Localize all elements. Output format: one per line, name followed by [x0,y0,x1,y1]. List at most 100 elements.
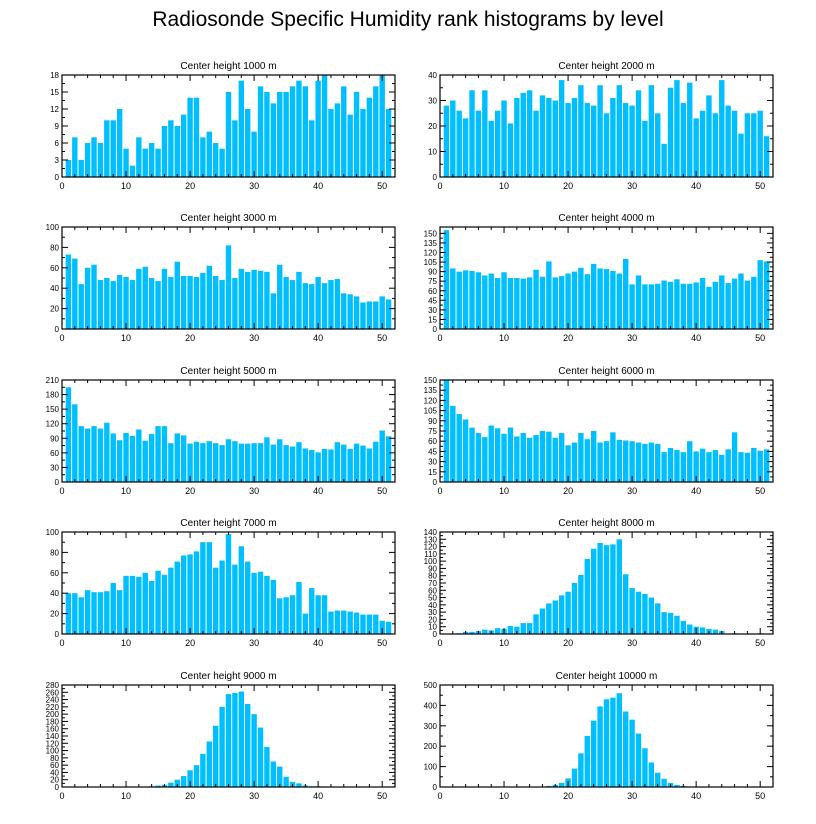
bar [610,697,616,787]
bar [123,432,129,482]
bar [180,776,187,787]
bar [347,611,353,634]
bar [623,103,629,177]
bar [91,264,97,329]
bar [526,90,533,177]
bar [72,593,78,634]
y-tick-label: 500 [424,681,438,690]
y-tick-label: 140 [424,528,438,537]
bar [526,623,533,634]
y-tick-label: 100 [46,223,60,232]
bar [353,92,360,177]
bar [270,293,277,329]
bar [264,437,270,482]
bar [578,753,584,787]
x-tick-label: 30 [627,791,637,801]
bar [494,278,501,329]
bar [129,280,136,329]
bar [565,445,571,482]
bar [584,558,590,634]
x-tick-label: 10 [499,486,509,496]
bar [270,579,277,634]
bar [571,768,578,787]
bar [680,283,687,329]
bar [699,448,706,482]
panel-title: Center height 8000 m [558,518,654,529]
y-tick-label: 80 [428,572,437,581]
bar [552,600,558,634]
bar [667,87,674,177]
bar [475,272,482,329]
bar [712,113,719,177]
bar [78,597,84,634]
bar [674,80,680,177]
bar [494,110,501,177]
bar [450,100,456,177]
bar [578,267,584,329]
bar [142,440,148,482]
bar [309,120,315,177]
y-tick-label: 260 [46,688,60,697]
bar [642,443,648,482]
bar [603,545,610,634]
x-tick-label: 10 [121,638,131,648]
bar [161,574,168,634]
y-tick-label: 280 [46,681,60,690]
bar [558,433,565,482]
bar [385,109,392,177]
bar [72,137,78,177]
y-tick-label: 20 [50,305,59,314]
y-tick-label: 100 [46,528,60,537]
y-tick-label: 80 [50,754,59,763]
bar [539,276,546,329]
bar [584,274,590,329]
bar [507,427,514,482]
bar [155,281,161,329]
bar [360,109,366,177]
bar [725,105,731,177]
panel-title: Center height 1000 m [180,61,276,72]
bar [155,785,161,787]
bar [142,572,148,634]
bar [635,442,642,482]
bar [328,109,334,177]
bar [232,564,238,634]
bar [104,278,110,329]
y-tick-label: 180 [46,391,60,400]
bar [719,80,725,177]
bar [533,614,539,634]
bar [565,273,571,329]
x-tick-label: 50 [755,791,765,801]
bar [78,160,84,177]
y-tick-label: 40 [428,71,437,80]
bar [731,110,738,177]
bar [315,80,321,177]
bar [629,719,635,787]
bar [558,80,565,177]
x-tick-label: 40 [691,486,701,496]
bar [462,118,469,177]
bar [148,433,155,482]
bar [571,271,578,330]
bar [232,120,238,177]
bar [264,92,270,177]
bar [200,753,206,787]
bar [514,97,520,177]
x-tick-label: 50 [377,333,387,343]
bar [366,448,373,482]
bar [623,574,629,634]
bar [206,741,212,787]
bar [321,448,328,482]
bar [578,433,584,482]
bar [462,419,469,482]
bar [289,86,296,177]
bar [187,770,193,787]
x-tick-label: 30 [249,181,259,191]
bar [642,284,648,330]
y-tick-label: 3 [55,156,60,165]
bar [757,110,763,177]
bar [738,452,744,482]
bar [78,426,84,482]
bar [251,131,257,177]
bar [168,443,174,482]
